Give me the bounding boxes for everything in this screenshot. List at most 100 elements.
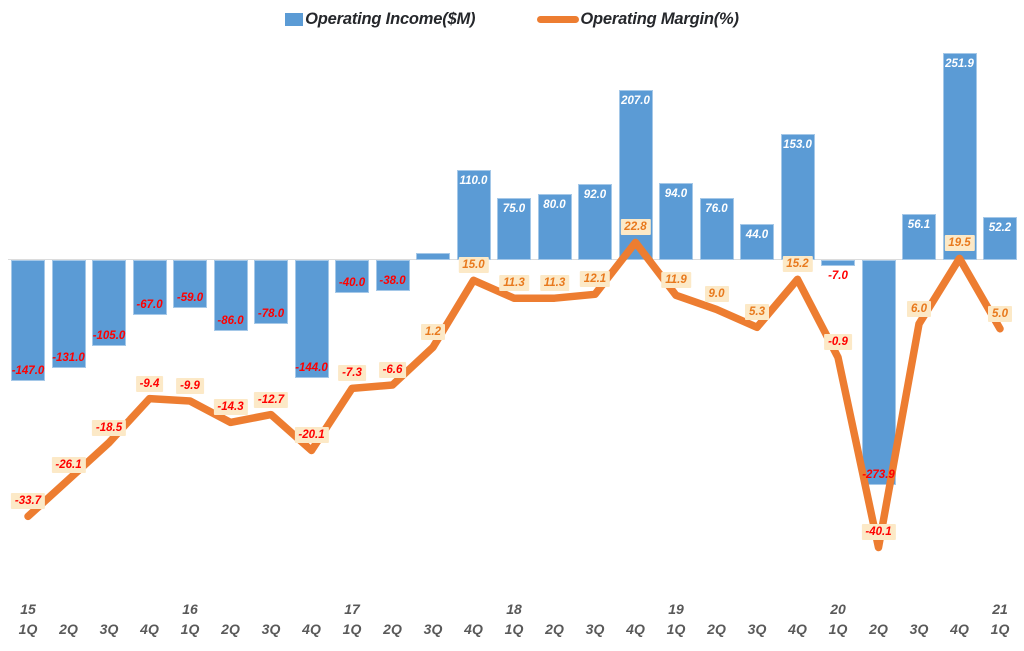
income-bar (132, 260, 167, 316)
legend-item-operating-income: Operating Income($M) (285, 10, 476, 29)
margin-value-label: 11.3 (499, 275, 529, 292)
margin-value-label: 22.8 (620, 219, 651, 236)
income-bar-value-label: 153.0 (783, 139, 812, 152)
legend-item-operating-margin: Operating Margin(%) (537, 9, 739, 29)
x-axis-quarter-label: 2Q (707, 621, 726, 637)
margin-value-label: -33.7 (10, 493, 46, 510)
margin-value-label: -14.3 (213, 399, 248, 416)
income-bar (740, 223, 774, 260)
x-axis-quarter-label: 1Q (18, 621, 38, 637)
margin-value-label: -12.7 (253, 391, 289, 408)
margin-value-label: -40.1 (861, 524, 896, 541)
income-bar (497, 198, 531, 260)
x-axis-year-label: 21 (992, 601, 1008, 617)
income-bar (11, 260, 45, 381)
legend-label-operating-margin: Operating Margin(%) (580, 9, 739, 28)
margin-value-label: 12.1 (579, 271, 611, 288)
x-axis-year-label: 15 (20, 601, 36, 617)
margin-value-label: 11.9 (661, 272, 691, 289)
margin-value-label: -9.9 (176, 378, 204, 394)
x-axis-quarter-label: 4Q (950, 621, 969, 637)
income-bar-value-label: -78.0 (257, 308, 285, 321)
margin-value-label: -6.6 (378, 362, 407, 378)
income-bar-value-label: -131.0 (52, 351, 85, 364)
income-bar (861, 260, 896, 486)
income-bar (537, 194, 572, 260)
income-bar-value-label: 94.0 (664, 187, 688, 200)
income-bar (254, 260, 288, 325)
margin-value-label: -0.9 (824, 334, 852, 351)
legend-bar-swatch-icon (285, 12, 304, 26)
income-bar (699, 197, 734, 260)
margin-value-label: 5.3 (745, 304, 769, 321)
income-bar-value-label: 76.0 (705, 202, 728, 215)
income-bar (213, 260, 248, 331)
income-bar-value-label: 110.0 (459, 174, 488, 187)
income-bar (902, 213, 936, 260)
income-bar (416, 253, 450, 260)
x-axis-quarter-label: 1Q (504, 621, 524, 637)
income-bar-value-label: 75.0 (502, 203, 526, 216)
margin-polyline (24, 238, 1004, 552)
margin-value-label: -7.3 (338, 365, 366, 382)
income-bar-value-label: 251.9 (945, 57, 974, 70)
income-bar (942, 52, 977, 260)
x-axis-year-label: 16 (182, 601, 198, 617)
x-axis-quarter-label: 1Q (666, 621, 686, 637)
x-axis-quarter-label: 3Q (423, 621, 443, 637)
margin-value-label: -20.1 (294, 427, 329, 444)
income-bar-value-label: -147.0 (11, 364, 45, 377)
x-axis-quarter-label: 3Q (99, 621, 119, 637)
margin-value-label: 9.0 (704, 286, 729, 303)
income-bar (821, 260, 855, 266)
x-axis-year-label: 17 (344, 601, 360, 617)
income-bar-value-label: 52.2 (988, 222, 1012, 235)
margin-value-label: 11.3 (539, 275, 570, 292)
income-bar (92, 260, 126, 347)
income-bar-value-label: -40.0 (338, 276, 366, 289)
income-bar-value-label: -59.0 (176, 292, 204, 305)
x-axis-quarter-label: 2Q (869, 621, 888, 637)
income-bar (983, 217, 1017, 260)
x-axis-quarter-label: 1Q (342, 621, 362, 637)
income-bar (173, 260, 207, 309)
income-bar (456, 169, 491, 260)
income-bar-value-label: -86.0 (217, 314, 244, 327)
income-bar (659, 182, 693, 260)
x-axis-quarter-label: 2Q (221, 621, 240, 637)
x-axis-quarter-label: 3Q (747, 621, 767, 637)
income-bar-value-label: -38.0 (379, 275, 406, 288)
x-axis-quarter-label: 4Q (140, 621, 159, 637)
margin-value-label: 15.0 (458, 257, 489, 274)
chart-legend: Operating Income($M) Operating Margin(%) (0, 5, 1024, 33)
x-axis-quarter-label: 1Q (180, 621, 200, 637)
margin-value-label: -26.1 (51, 456, 86, 473)
income-bar (780, 134, 815, 260)
margin-value-label: -18.5 (91, 419, 127, 436)
x-axis-year-label: 20 (830, 601, 846, 617)
income-bar-value-label: 56.1 (907, 218, 931, 231)
x-axis-quarter-label: 3Q (585, 621, 605, 637)
income-bar-value-label: -105.0 (92, 330, 126, 343)
margin-value-label: 15.2 (782, 256, 813, 273)
x-axis-quarter-label: 3Q (909, 621, 929, 637)
x-axis-year-label: 18 (506, 601, 522, 617)
margin-value-label: -9.4 (135, 375, 164, 392)
margin-value-label: 1.2 (421, 324, 445, 341)
legend-line-swatch-icon (537, 15, 580, 23)
income-bar-value-label: 44.0 (745, 228, 769, 241)
income-bar-value-label: -67.0 (136, 299, 163, 312)
margin-value-label: 19.5 (944, 235, 975, 252)
income-bar (335, 260, 369, 293)
x-axis-quarter-label: 1Q (990, 621, 1010, 637)
x-axis-quarter-label: 3Q (261, 621, 281, 637)
income-bar-value-label: 207.0 (621, 94, 650, 107)
x-axis-quarter-label: 2Q (383, 621, 402, 637)
income-bar-value-label: 80.0 (543, 199, 566, 212)
x-axis-quarter-label: 4Q (788, 621, 807, 637)
x-axis-quarter-label: 4Q (464, 621, 483, 637)
